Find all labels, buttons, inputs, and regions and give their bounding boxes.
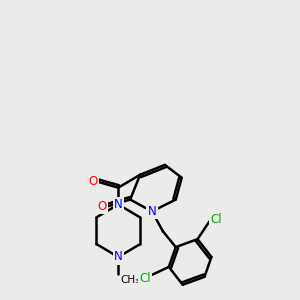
Text: Cl: Cl: [139, 272, 151, 285]
Text: N: N: [148, 205, 156, 218]
Text: N: N: [114, 250, 123, 263]
Text: O: O: [98, 200, 107, 213]
Text: O: O: [88, 175, 97, 188]
Text: N: N: [114, 198, 123, 211]
Text: CH₃: CH₃: [120, 275, 140, 285]
Text: Cl: Cl: [211, 213, 222, 226]
